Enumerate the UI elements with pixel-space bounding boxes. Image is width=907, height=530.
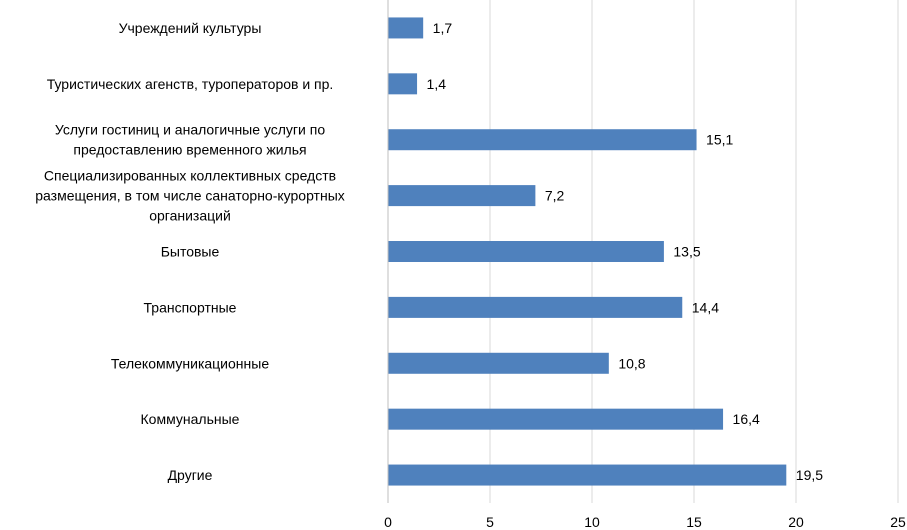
data-label: 15,1: [706, 132, 733, 148]
data-label: 10,8: [618, 355, 645, 371]
bar: [388, 464, 787, 486]
category-label: Специализированных коллективных средств: [44, 168, 336, 184]
category-label: Другие: [168, 467, 213, 483]
x-tick-label: 25: [890, 514, 906, 530]
data-label: 16,4: [733, 411, 760, 427]
bar: [388, 185, 536, 207]
category-label: Телекоммуникационные: [111, 355, 269, 371]
data-label: 1,7: [433, 20, 453, 36]
category-labels: Учреждений культуры Туристических агенств…: [35, 20, 345, 483]
category-label: Транспортные: [144, 299, 237, 315]
category-label: Туристических агенств, туроператоров и п…: [47, 76, 334, 92]
category-label: размещения, в том числе санаторно-курорт…: [35, 188, 345, 204]
data-label: 14,4: [692, 299, 719, 315]
x-tick-label: 10: [584, 514, 600, 530]
category-label: Коммунальные: [141, 411, 240, 427]
x-tick-labels: 0 5 10 15 20 25: [384, 514, 906, 530]
data-labels: 1,7 1,4 15,1 7,2 13,5 14,4 10,8 16,4 19,5: [427, 20, 824, 483]
data-label: 19,5: [796, 467, 823, 483]
category-label: Бытовые: [161, 244, 220, 260]
data-label: 13,5: [673, 244, 700, 260]
x-tick-label: 20: [788, 514, 804, 530]
data-label: 1,4: [427, 76, 447, 92]
x-tick-label: 0: [384, 514, 392, 530]
bar: [388, 241, 664, 262]
bar: [388, 73, 418, 95]
bar: [388, 408, 724, 430]
x-tick-label: 15: [686, 514, 702, 530]
bar: [388, 17, 424, 39]
category-label: Услуги гостиниц и аналогичные услуги по: [55, 122, 325, 138]
data-label: 7,2: [545, 188, 565, 204]
category-label: организаций: [149, 208, 231, 224]
bars: [388, 17, 787, 486]
bar: [388, 296, 683, 318]
category-label: Учреждений культуры: [119, 20, 262, 36]
x-tick-label: 5: [486, 514, 494, 530]
bar: [388, 352, 609, 374]
category-label: предоставлению временного жилья: [73, 142, 306, 158]
bar: [388, 129, 697, 151]
